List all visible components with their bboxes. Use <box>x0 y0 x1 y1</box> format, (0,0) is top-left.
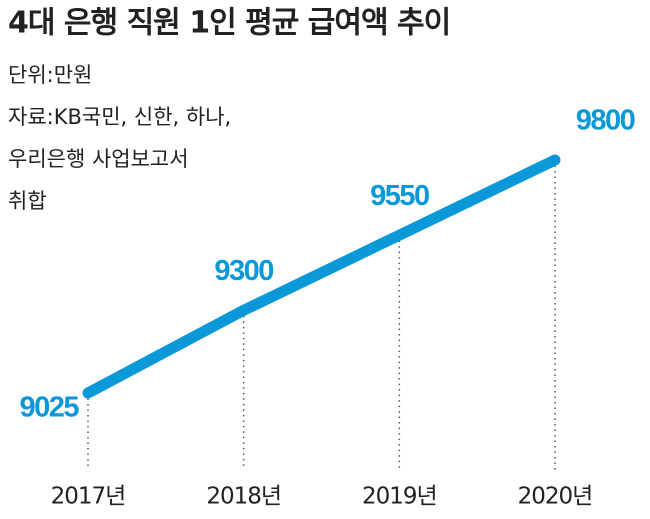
x-tick-label: 2019년 <box>362 484 437 510</box>
note: 취합 <box>8 189 47 213</box>
note: 우리은행 사업보고서 <box>8 147 189 171</box>
chart-title: 4대 은행 직원 1인 평균 급여액 추이 <box>8 6 450 41</box>
value-label: 9025 <box>19 392 79 424</box>
note: 단위:만원 <box>8 63 92 87</box>
value-label: 9800 <box>576 105 635 137</box>
value-label: 9300 <box>214 255 273 287</box>
x-tick-label: 2020년 <box>518 484 593 510</box>
x-tick-label: 2017년 <box>51 484 126 510</box>
x-tick-label: 2018년 <box>206 484 281 510</box>
note: 자료:KB국민, 신한, 하나, <box>8 105 231 129</box>
value-label: 9550 <box>370 180 429 212</box>
line <box>82 154 561 399</box>
